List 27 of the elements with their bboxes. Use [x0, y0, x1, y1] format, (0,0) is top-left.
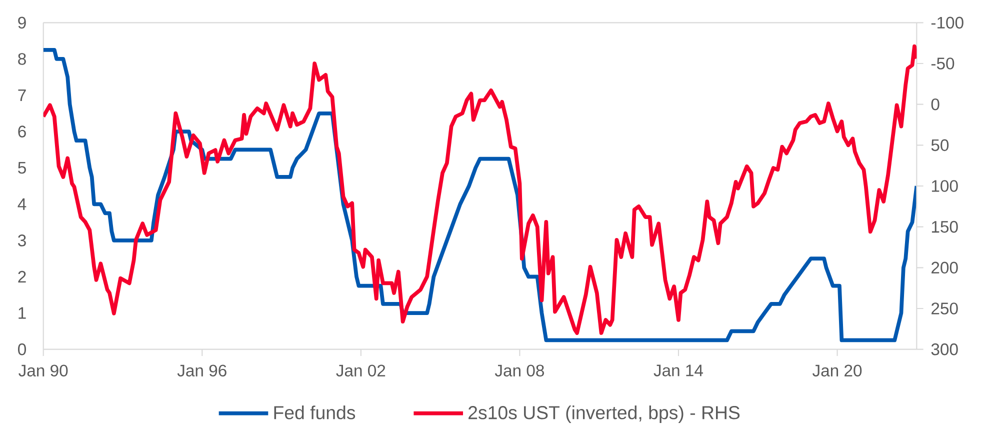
- y2-tick-label: -50: [931, 57, 954, 70]
- x-tick-label: Jan 14: [654, 364, 703, 376]
- y-tick-label: 9: [18, 16, 26, 28]
- y2-tick-label: 50: [931, 139, 949, 151]
- legend-label: 2s10s UST (inverted, bps) - RHS: [468, 405, 740, 423]
- y-tick-label: 4: [18, 198, 26, 210]
- x-tick-label: Jan 02: [336, 364, 386, 376]
- y2-tick-label: 200: [932, 262, 958, 274]
- y-tick-label: 2: [18, 270, 26, 282]
- legend-label: Fed funds: [274, 405, 356, 420]
- y2-tick-label: 300: [931, 343, 958, 356]
- y-tick-label: 7: [18, 89, 26, 101]
- y2-tick-label: 150: [932, 220, 958, 233]
- y-tick-label: 6: [18, 125, 26, 138]
- y2-tick-label: 0: [931, 98, 940, 110]
- x-tick-label: Jan 96: [177, 364, 226, 376]
- y2-tick-label: 100: [932, 180, 958, 192]
- x-tick-label: Jan 90: [18, 364, 68, 376]
- y-tick-label: 5: [18, 162, 26, 174]
- x-tick-label: Jan 20: [812, 364, 862, 376]
- y-tick-label: 0: [18, 343, 26, 356]
- y-tick-label: 3: [18, 234, 26, 246]
- y-tick-label: 8: [18, 52, 26, 65]
- x-tick-label: Jan 08: [494, 364, 544, 376]
- y-tick-label: 1: [18, 307, 26, 319]
- y2-tick-label: -100: [931, 16, 964, 28]
- y2-tick-label: 250: [932, 302, 958, 314]
